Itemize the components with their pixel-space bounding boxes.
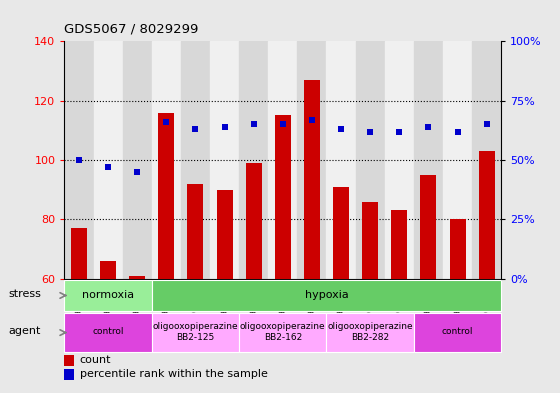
Text: count: count xyxy=(80,355,111,365)
Bar xyxy=(210,41,239,279)
Bar xyxy=(188,184,203,279)
Point xyxy=(395,129,404,135)
Text: oligooxopiperazine
BB2-162: oligooxopiperazine BB2-162 xyxy=(240,322,325,342)
Point xyxy=(220,124,229,130)
Text: agent: agent xyxy=(8,325,41,336)
Bar xyxy=(326,313,414,352)
Bar xyxy=(94,41,123,279)
Bar xyxy=(326,41,356,279)
Bar xyxy=(246,163,262,279)
Point xyxy=(74,157,83,163)
Point xyxy=(307,116,316,123)
Bar xyxy=(152,313,239,352)
Text: oligooxopiperazine
BB2-125: oligooxopiperazine BB2-125 xyxy=(153,322,238,342)
Text: hypoxia: hypoxia xyxy=(305,290,348,300)
Bar xyxy=(152,41,181,279)
Bar xyxy=(391,211,407,279)
Bar xyxy=(239,41,268,279)
Bar xyxy=(239,313,326,352)
Bar xyxy=(64,355,74,366)
Bar xyxy=(472,41,501,279)
Point xyxy=(424,124,433,130)
Bar xyxy=(64,313,152,352)
Bar xyxy=(333,187,349,279)
Text: oligooxopiperazine
BB2-282: oligooxopiperazine BB2-282 xyxy=(328,322,413,342)
Bar xyxy=(64,281,152,310)
Bar xyxy=(181,41,210,279)
Bar xyxy=(297,41,326,279)
Point xyxy=(162,119,171,125)
Point xyxy=(191,126,200,132)
Point xyxy=(453,129,462,135)
Bar xyxy=(71,228,87,279)
Point xyxy=(366,129,375,135)
Bar xyxy=(414,41,443,279)
Bar xyxy=(123,41,152,279)
Bar xyxy=(129,276,145,279)
Text: percentile rank within the sample: percentile rank within the sample xyxy=(80,369,268,379)
Point xyxy=(278,121,287,128)
Text: GDS5067 / 8029299: GDS5067 / 8029299 xyxy=(64,22,199,35)
Bar xyxy=(217,190,232,279)
Bar xyxy=(356,41,385,279)
Bar xyxy=(152,281,501,310)
Bar xyxy=(479,151,494,279)
Bar xyxy=(443,41,472,279)
Point xyxy=(337,126,346,132)
Bar xyxy=(362,202,378,279)
Bar xyxy=(421,175,436,279)
Bar xyxy=(304,80,320,279)
Bar xyxy=(414,313,501,352)
Point xyxy=(249,121,258,128)
Bar xyxy=(385,41,414,279)
Text: control: control xyxy=(442,327,473,336)
Bar xyxy=(275,116,291,279)
Point xyxy=(482,121,491,128)
Bar xyxy=(268,41,297,279)
Bar xyxy=(158,112,174,279)
Point xyxy=(133,169,142,175)
Text: control: control xyxy=(92,327,124,336)
Bar xyxy=(64,369,74,380)
Bar xyxy=(100,261,116,279)
Bar xyxy=(64,41,94,279)
Text: normoxia: normoxia xyxy=(82,290,134,300)
Bar xyxy=(450,219,465,279)
Point xyxy=(104,164,113,170)
Text: stress: stress xyxy=(8,289,41,299)
